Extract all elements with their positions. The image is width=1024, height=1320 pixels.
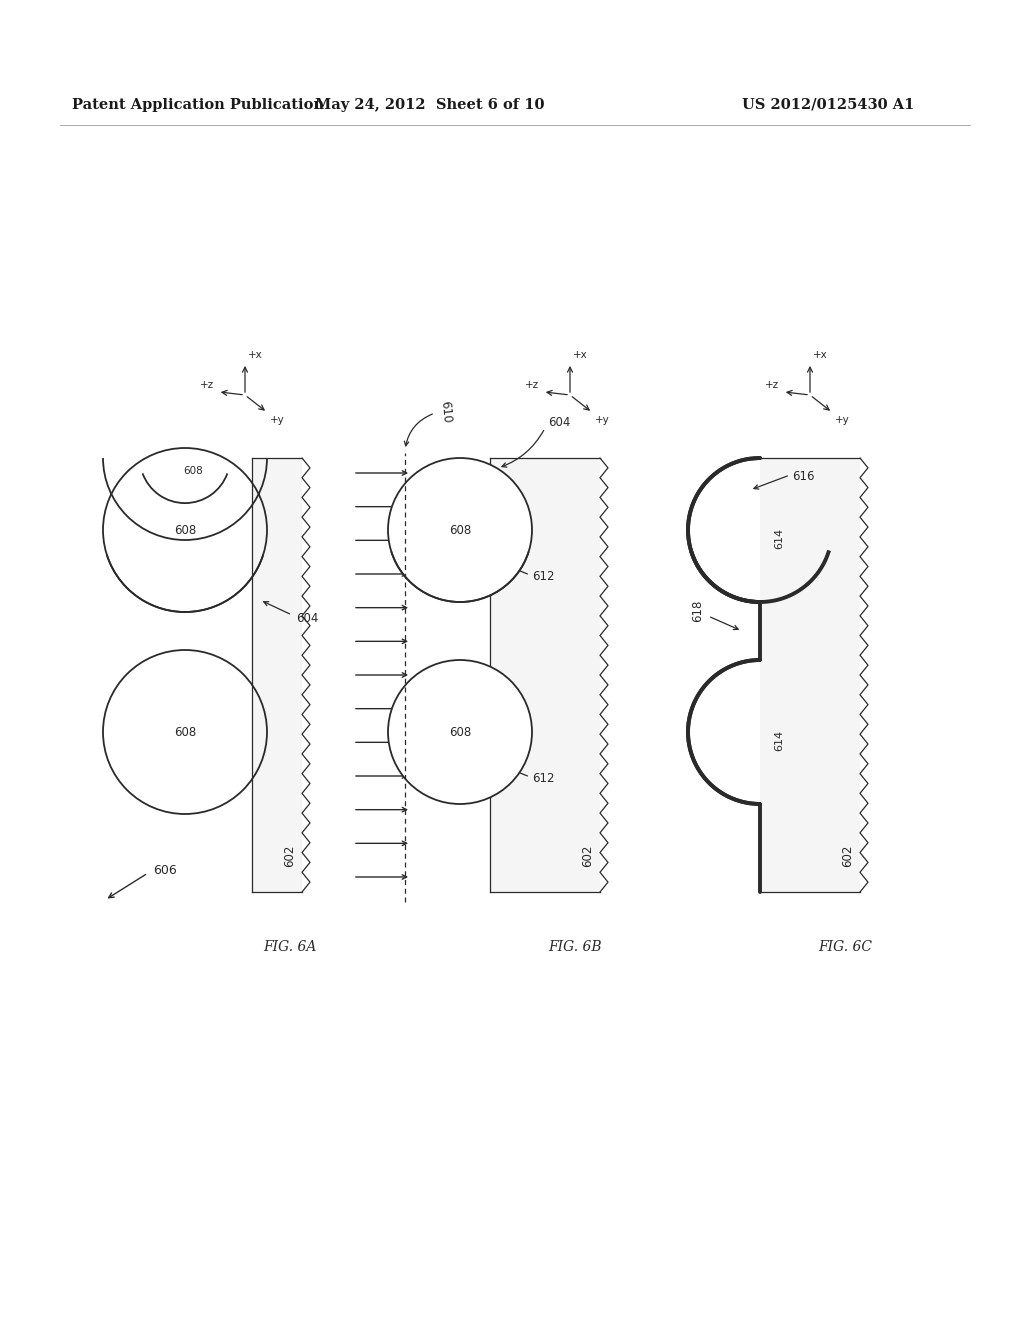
Text: 602: 602 <box>842 845 854 867</box>
Circle shape <box>388 660 532 804</box>
Text: 608: 608 <box>174 524 197 536</box>
Text: FIG. 6B: FIG. 6B <box>548 940 602 954</box>
Text: +x: +x <box>248 350 263 360</box>
Text: +y: +y <box>270 414 285 425</box>
Text: FIG. 6C: FIG. 6C <box>818 940 872 954</box>
Text: 614: 614 <box>774 730 784 751</box>
Text: 602: 602 <box>582 845 595 867</box>
Text: 616: 616 <box>792 470 814 483</box>
Text: 608: 608 <box>174 726 197 738</box>
Bar <box>760 458 860 892</box>
Text: US 2012/0125430 A1: US 2012/0125430 A1 <box>742 98 914 112</box>
Text: 606: 606 <box>153 863 177 876</box>
Text: 608: 608 <box>449 524 471 536</box>
Text: 610: 610 <box>438 400 453 424</box>
Text: 612: 612 <box>532 570 555 583</box>
Text: +z: +z <box>524 380 539 389</box>
Text: May 24, 2012  Sheet 6 of 10: May 24, 2012 Sheet 6 of 10 <box>315 98 545 112</box>
Text: 612: 612 <box>532 772 555 785</box>
Text: Patent Application Publication: Patent Application Publication <box>72 98 324 112</box>
Bar <box>252 458 302 892</box>
Text: +x: +x <box>813 350 827 360</box>
Text: +z: +z <box>200 380 214 389</box>
Text: 604: 604 <box>548 416 570 429</box>
Text: +x: +x <box>573 350 588 360</box>
Bar <box>490 458 600 892</box>
Text: 618: 618 <box>691 599 705 622</box>
Text: +y: +y <box>595 414 610 425</box>
Text: 608: 608 <box>449 726 471 738</box>
Text: +z: +z <box>765 380 779 389</box>
Circle shape <box>388 458 532 602</box>
Text: 614: 614 <box>774 528 784 549</box>
Text: +y: +y <box>836 414 850 425</box>
Text: 604: 604 <box>296 611 318 624</box>
Text: FIG. 6A: FIG. 6A <box>263 940 316 954</box>
Text: 602: 602 <box>284 845 297 867</box>
Text: 608: 608 <box>183 466 203 477</box>
